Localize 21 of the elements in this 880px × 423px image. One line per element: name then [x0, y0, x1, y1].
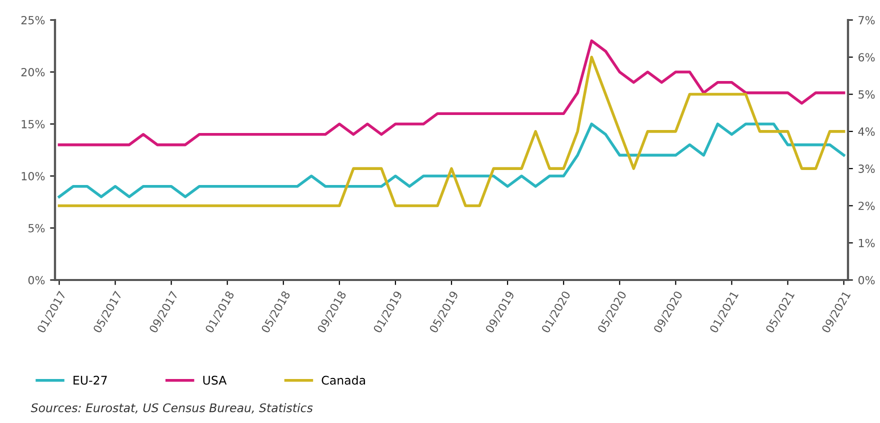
y2-tick-label: 4% — [858, 127, 875, 136]
legend-label: USA — [203, 376, 227, 385]
y-tick-label: 15% — [22, 120, 45, 128]
y2-tick-label: 2% — [858, 202, 875, 210]
y2-tick-label: 5% — [858, 90, 875, 99]
y-tick-label: 0% — [28, 276, 45, 284]
y2-tick-label: 3% — [858, 164, 875, 173]
legend-label: EU-27 — [74, 376, 107, 385]
y2-tick-label: 1% — [858, 238, 875, 248]
line-series — [58, 56, 846, 208]
y-tick-label: 25% — [21, 16, 45, 24]
y2-tick-label: 0% — [858, 276, 875, 284]
y2-tick-label: 7% — [858, 16, 875, 24]
line-series — [58, 39, 846, 146]
legend-label: Canada — [322, 376, 365, 385]
y-tick-label: 5% — [28, 224, 45, 232]
source-note: Sources: Eurostat, US Census Bureau, Statistics — [30, 403, 313, 414]
line-series — [58, 122, 846, 198]
y2-tick-label: 6% — [858, 53, 875, 62]
y-tick-label: 10% — [22, 172, 45, 180]
y-tick-label: 20% — [21, 68, 45, 76]
